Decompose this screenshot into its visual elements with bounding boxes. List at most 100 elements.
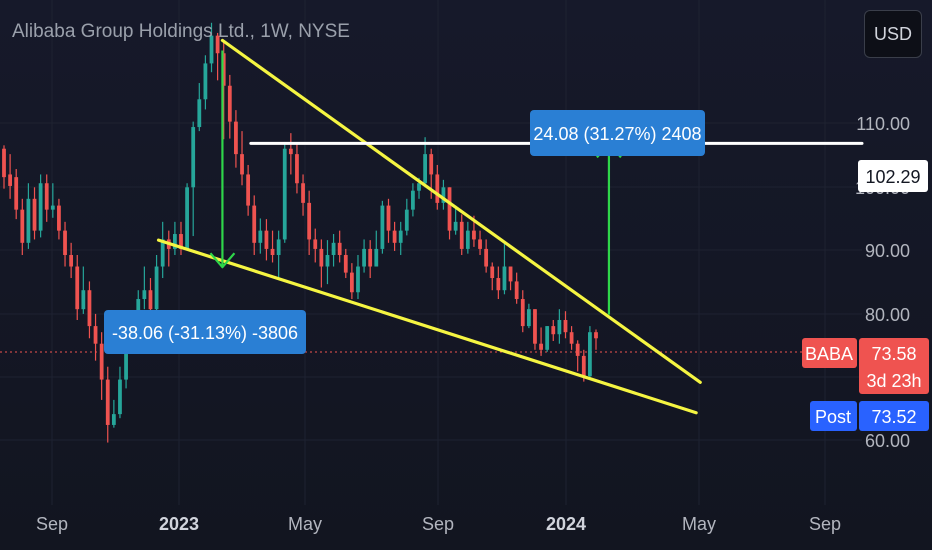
- candle: [87, 281, 92, 339]
- post-label: Post: [815, 407, 851, 427]
- candle-body: [508, 266, 513, 282]
- candle-body: [154, 266, 159, 310]
- candle: [478, 230, 482, 256]
- candle: [246, 164, 251, 216]
- time-tick-label: Sep: [809, 514, 841, 534]
- time-tick-label: 2023: [159, 514, 199, 534]
- candle-body: [362, 248, 366, 267]
- candle: [496, 266, 501, 300]
- candle: [490, 262, 495, 291]
- candle-body: [234, 121, 238, 155]
- candle-body: [301, 183, 305, 203]
- candle: [575, 340, 580, 372]
- arrow-down-icon: [209, 252, 236, 269]
- candle: [44, 174, 49, 222]
- candle-body: [185, 187, 189, 249]
- candle: [227, 74, 232, 139]
- candle-body: [472, 230, 476, 240]
- candle: [203, 55, 208, 110]
- candle-body: [557, 320, 562, 335]
- candle-body: [551, 326, 556, 335]
- candle-body: [295, 154, 299, 184]
- candle-body: [160, 239, 165, 267]
- candle: [221, 42, 226, 140]
- measure-up[interactable]: 24.08 (31.27%) 2408: [530, 110, 705, 315]
- candle: [209, 22, 214, 73]
- candle-body: [392, 230, 397, 243]
- candle: [234, 110, 238, 168]
- candle: [337, 230, 342, 263]
- candle-body: [539, 343, 543, 350]
- candle: [111, 399, 116, 428]
- candle-body: [520, 299, 525, 327]
- candle: [331, 234, 336, 267]
- candle: [2, 145, 6, 189]
- measure-label-box: [530, 110, 705, 156]
- candle-body: [276, 239, 281, 256]
- measure-down[interactable]: -38.06 (-31.13%) -3806: [104, 50, 306, 354]
- candle-body: [99, 343, 104, 380]
- candle: [197, 83, 202, 132]
- candle-body: [441, 187, 446, 203]
- last-price-box: [859, 338, 929, 394]
- post-price-label: 73.52: [871, 407, 916, 427]
- time-tick-label: Sep: [36, 514, 68, 534]
- candle-body: [124, 338, 128, 380]
- lower-trendline[interactable]: [156, 238, 698, 415]
- candle-body: [545, 326, 550, 350]
- candle-body: [69, 255, 74, 267]
- candle-body: [258, 230, 263, 243]
- candle-body: [343, 255, 348, 273]
- candle-body: [386, 205, 391, 231]
- time-axis[interactable]: Sep 2023 May Sep 2024 May Sep: [36, 514, 841, 534]
- candle: [563, 311, 568, 339]
- candle: [539, 327, 543, 356]
- upper-trendline[interactable]: [220, 38, 702, 384]
- candle-body: [118, 379, 122, 415]
- candle: [380, 200, 385, 254]
- candle-body: [20, 209, 25, 243]
- candle-body: [307, 202, 312, 240]
- candle: [179, 221, 183, 256]
- candle: [282, 141, 287, 243]
- candle-body: [148, 290, 153, 310]
- candle-body: [2, 148, 6, 178]
- candle-body: [111, 414, 116, 425]
- candle: [258, 218, 263, 254]
- candle-body: [337, 242, 342, 256]
- candle: [50, 183, 55, 218]
- candle: [252, 195, 257, 256]
- candle-body: [44, 183, 49, 210]
- candle: [295, 143, 299, 194]
- candle-body: [172, 234, 177, 249]
- candle: [160, 221, 165, 279]
- price-tick-label: 90.00: [865, 241, 910, 261]
- candle-body: [502, 266, 507, 291]
- candle-body: [179, 234, 183, 249]
- candle: [356, 255, 360, 300]
- candle: [99, 332, 104, 400]
- drawings[interactable]: -38.06 (-31.13%) -3806 24.08 (31.27%) 240…: [104, 38, 864, 415]
- candle: [325, 240, 330, 285]
- resistance-price-label: 102.29: [865, 167, 920, 187]
- candle: [362, 239, 366, 273]
- candle: [191, 121, 196, 237]
- chart-title: Alibaba Group Holdings Ltd., 1W, NYSE: [12, 21, 350, 42]
- currency-button[interactable]: USD: [864, 10, 922, 58]
- candle-body: [63, 230, 67, 256]
- candle: [411, 183, 415, 217]
- candle-body: [526, 309, 531, 327]
- candle: [313, 228, 318, 263]
- candle-body: [105, 379, 110, 425]
- candle: [484, 239, 489, 273]
- candle: [75, 255, 80, 321]
- post-badge: [810, 401, 857, 431]
- candle-body: [447, 187, 452, 231]
- candle-body: [240, 154, 244, 175]
- candle-body: [191, 127, 196, 188]
- candle: [240, 131, 244, 186]
- candle: [63, 221, 67, 267]
- candle-body: [569, 332, 574, 344]
